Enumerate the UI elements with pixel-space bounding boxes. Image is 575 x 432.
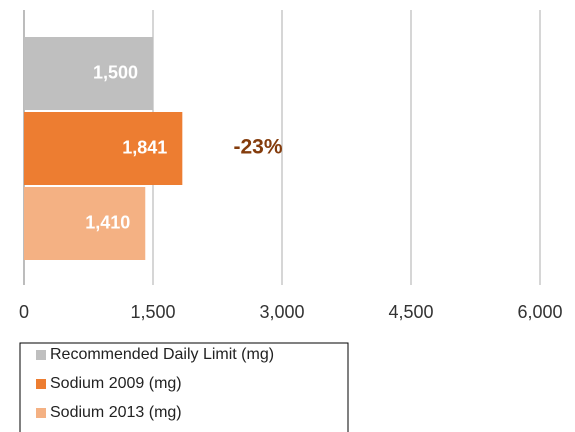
legend-swatch	[36, 408, 46, 418]
legend-box	[19, 342, 349, 432]
legend-label: Sodium 2009 (mg)	[50, 375, 182, 392]
x-tick-label: 4,500	[388, 302, 433, 322]
legend-label: Sodium 2013 (mg)	[50, 404, 182, 421]
data-label: 1,500	[93, 62, 138, 82]
annotation: -23%	[233, 136, 282, 159]
legend-swatch	[36, 379, 46, 389]
legend-swatch	[36, 350, 46, 360]
x-tick-label: 3,000	[259, 302, 304, 322]
legend-label: Recommended Daily Limit (mg)	[50, 346, 274, 363]
x-tick-label: 1,500	[130, 302, 175, 322]
bar	[24, 187, 146, 260]
data-label: 1,841	[122, 137, 167, 157]
data-label: 1,410	[85, 212, 130, 232]
x-tick-label: 0	[19, 302, 29, 322]
bar	[24, 37, 153, 110]
bar	[24, 112, 183, 185]
x-tick-label: 6,000	[517, 302, 562, 322]
